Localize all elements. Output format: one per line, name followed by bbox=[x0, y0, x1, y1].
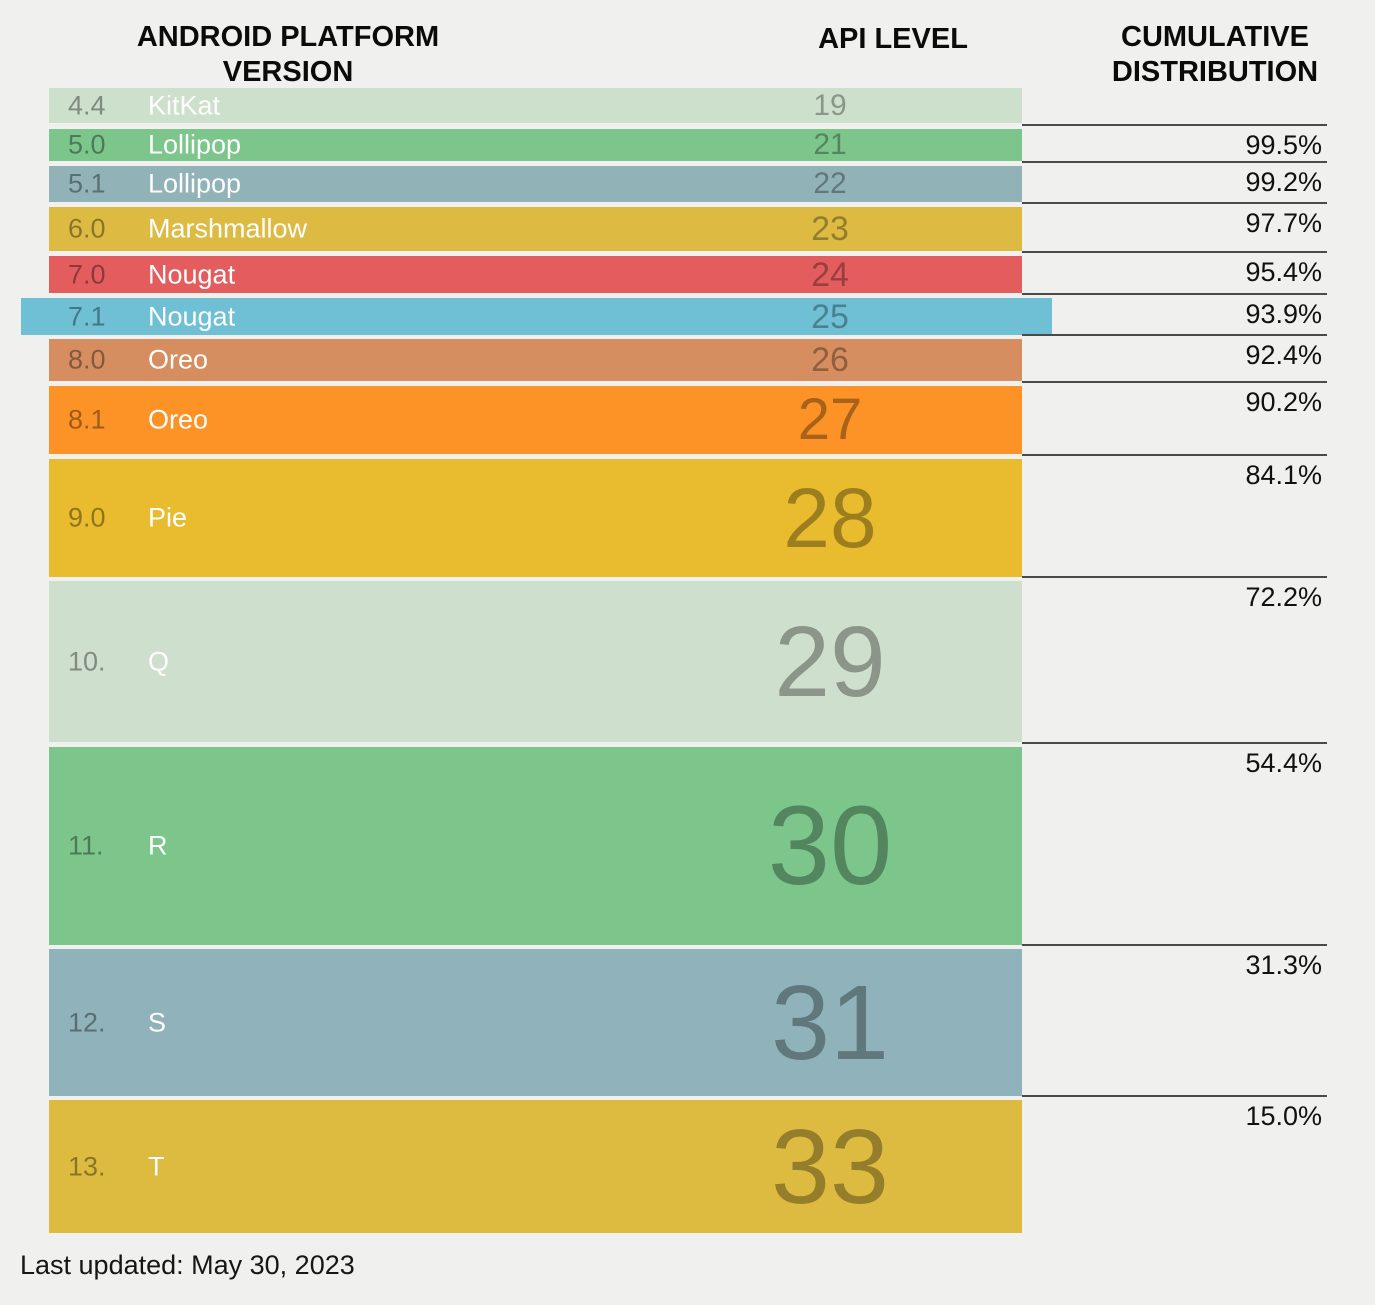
version-name: S bbox=[148, 1007, 167, 1037]
cumulative-value: 99.5% bbox=[1245, 130, 1322, 160]
api-level-value: 25 bbox=[811, 297, 849, 336]
version-number: 12. bbox=[68, 1007, 106, 1037]
cumulative-divider-line bbox=[1022, 944, 1327, 946]
row-api-29: 72.2% 10. Q 29 bbox=[0, 576, 1375, 742]
column-header-cumulative-distribution: CUMULATIVE DISTRIBUTION bbox=[1065, 20, 1365, 90]
cumulative-divider-line bbox=[1022, 381, 1327, 383]
header-platform-line2: VERSION bbox=[222, 56, 354, 88]
version-bar-lollipop-51[interactable] bbox=[49, 166, 1022, 202]
cumulative-divider-line bbox=[1022, 454, 1327, 456]
api-level-value: 26 bbox=[811, 341, 849, 379]
cumulative-value: 92.4% bbox=[1245, 340, 1322, 370]
cumulative-divider-line bbox=[1022, 161, 1327, 163]
version-number: 9.0 bbox=[68, 502, 106, 533]
cumulative-divider-line bbox=[1022, 124, 1327, 126]
cumulative-divider-line bbox=[1022, 742, 1327, 744]
cumulative-divider-line bbox=[1022, 334, 1327, 336]
version-number: 6.0 bbox=[68, 213, 106, 244]
row-api-19: 4.4 KitKat 19 bbox=[0, 88, 1375, 123]
row-api-30: 54.4% 11. R 30 bbox=[0, 742, 1375, 945]
api-level-value: 22 bbox=[813, 167, 847, 200]
cumulative-divider-line bbox=[1022, 1095, 1327, 1097]
version-name: Marshmallow bbox=[148, 213, 308, 244]
version-number: 13. bbox=[68, 1151, 106, 1181]
header-cumulative-line2: DISTRIBUTION bbox=[1111, 56, 1319, 88]
row-api-24: 95.4% 7.0 Nougat 24 bbox=[0, 251, 1375, 294]
version-bar-lollipop-50[interactable] bbox=[49, 129, 1022, 161]
version-number: 7.1 bbox=[68, 301, 106, 331]
version-bar-oreo-81[interactable] bbox=[49, 386, 1022, 454]
version-name: Lollipop bbox=[148, 168, 242, 199]
cumulative-value: 99.2% bbox=[1245, 167, 1322, 197]
api-level-value: 21 bbox=[813, 128, 847, 161]
column-header-platform-version: ANDROID PLATFORM VERSION bbox=[60, 20, 516, 90]
version-number: 5.1 bbox=[68, 168, 106, 199]
version-name: Nougat bbox=[148, 259, 236, 289]
version-number: 5.0 bbox=[68, 129, 106, 160]
version-number: 8.0 bbox=[68, 344, 106, 375]
version-name: R bbox=[148, 830, 168, 861]
row-api-28: 84.1% 9.0 Pie 28 bbox=[0, 454, 1375, 577]
cumulative-value: 90.2% bbox=[1245, 387, 1322, 417]
version-name: Lollipop bbox=[148, 129, 242, 160]
version-name: Nougat bbox=[148, 301, 236, 331]
cumulative-value: 95.4% bbox=[1245, 257, 1322, 287]
api-level-value: 23 bbox=[811, 210, 849, 248]
version-name: KitKat bbox=[148, 90, 221, 120]
version-name: T bbox=[148, 1151, 165, 1181]
api-level-value: 33 bbox=[771, 1107, 889, 1226]
version-bar-q[interactable] bbox=[49, 581, 1022, 742]
row-api-22: 99.2% 5.1 Lollipop 22 bbox=[0, 161, 1375, 202]
version-bar-t[interactable] bbox=[49, 1100, 1022, 1233]
cumulative-value: 15.0% bbox=[1245, 1101, 1322, 1131]
cumulative-value: 72.2% bbox=[1245, 582, 1322, 612]
api-level-value: 24 bbox=[811, 255, 849, 294]
cumulative-divider-line bbox=[1022, 576, 1327, 578]
version-bar-oreo-80[interactable] bbox=[49, 339, 1022, 381]
version-number: 8.1 bbox=[68, 404, 106, 435]
api-level-value: 27 bbox=[797, 387, 863, 452]
version-name: Oreo bbox=[148, 344, 209, 375]
version-number: 11. bbox=[68, 830, 104, 861]
version-bar-kitkat[interactable] bbox=[49, 88, 1022, 123]
column-header-api-level: API LEVEL bbox=[818, 23, 968, 55]
version-bar-marshmallow[interactable] bbox=[49, 207, 1022, 251]
cumulative-value: 93.9% bbox=[1245, 299, 1322, 329]
row-api-33: 15.0% 13. T 33 bbox=[0, 1095, 1375, 1233]
api-level-value: 28 bbox=[783, 471, 877, 565]
api-level-value: 31 bbox=[771, 963, 889, 1082]
version-number: 4.4 bbox=[68, 90, 106, 120]
cumulative-value: 31.3% bbox=[1245, 950, 1322, 980]
api-level-value: 29 bbox=[774, 605, 886, 718]
version-name: Pie bbox=[148, 502, 188, 533]
api-level-value: 30 bbox=[767, 783, 893, 908]
row-api-26: 92.4% 8.0 Oreo 26 bbox=[0, 334, 1375, 381]
version-name: Q bbox=[148, 646, 170, 676]
api-level-value: 19 bbox=[813, 88, 847, 122]
header-platform-line1: ANDROID PLATFORM bbox=[136, 21, 440, 53]
cumulative-divider-line bbox=[1022, 251, 1327, 253]
version-name: Oreo bbox=[148, 404, 209, 435]
header-cumulative-line1: CUMULATIVE bbox=[1121, 21, 1309, 53]
cumulative-divider-line bbox=[1022, 293, 1327, 295]
version-bar-nougat-71-selected[interactable] bbox=[21, 298, 1052, 335]
row-api-21: 99.5% 5.0 Lollipop 21 bbox=[0, 124, 1375, 161]
row-api-31: 31.3% 12. S 31 bbox=[0, 944, 1375, 1096]
version-bar-nougat-70[interactable] bbox=[49, 256, 1022, 293]
version-bar-s[interactable] bbox=[49, 949, 1022, 1096]
version-bar-r[interactable] bbox=[49, 747, 1022, 945]
cumulative-value: 84.1% bbox=[1245, 460, 1322, 490]
version-number: 10. bbox=[68, 646, 106, 676]
cumulative-value: 97.7% bbox=[1245, 208, 1322, 238]
row-api-25-selected: 93.9% 7.1 Nougat 25 bbox=[0, 293, 1375, 336]
last-updated-label: Last updated: May 30, 2023 bbox=[20, 1250, 355, 1280]
version-bar-pie[interactable] bbox=[49, 459, 1022, 577]
cumulative-divider-line bbox=[1022, 202, 1327, 204]
version-number: 7.0 bbox=[68, 259, 106, 289]
cumulative-value: 54.4% bbox=[1245, 748, 1322, 778]
row-api-27: 90.2% 8.1 Oreo 27 bbox=[0, 381, 1375, 454]
row-api-23: 97.7% 6.0 Marshmallow 23 bbox=[0, 202, 1375, 251]
